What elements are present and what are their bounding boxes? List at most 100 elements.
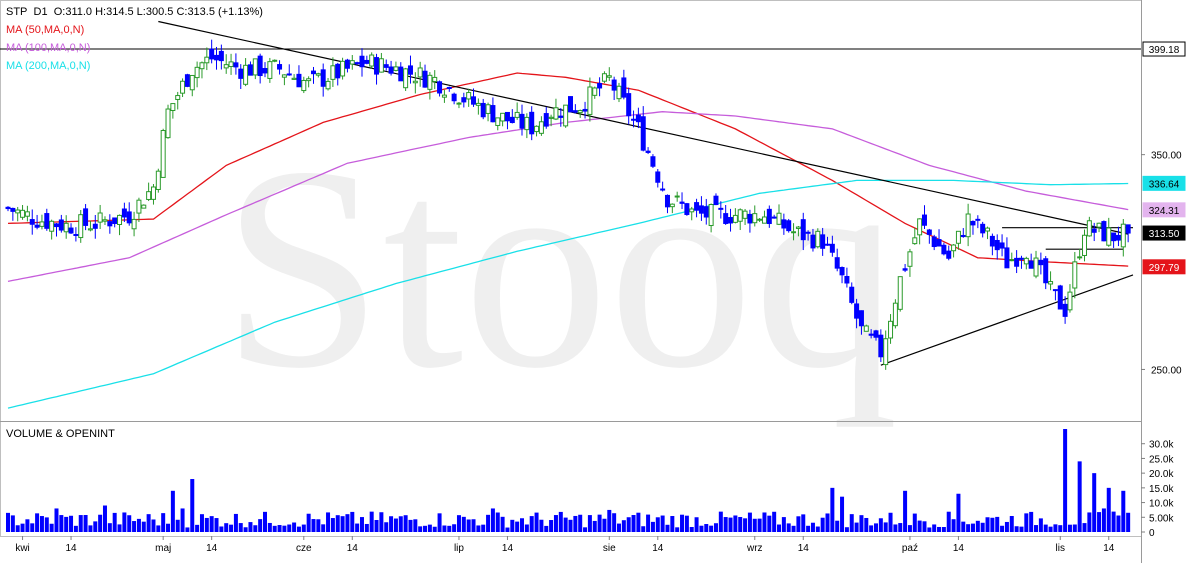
candle-body <box>892 302 898 327</box>
candle-body <box>572 110 578 113</box>
volume-bar <box>665 524 670 532</box>
candle-body <box>863 325 869 332</box>
volume-bar <box>772 511 777 532</box>
volume-bar <box>1121 490 1126 532</box>
volume-bar <box>849 514 854 532</box>
candle-body <box>335 63 341 79</box>
volume-bar <box>990 517 995 532</box>
candle-body <box>907 251 913 267</box>
volume-bar <box>602 518 607 532</box>
volume-bar <box>175 519 180 532</box>
candle-body <box>272 59 278 62</box>
candle-body <box>267 61 273 79</box>
volume-bar <box>102 505 107 532</box>
volume-bar <box>864 517 869 532</box>
time-axis-label: 14 <box>206 543 218 554</box>
volume-bar <box>587 515 592 532</box>
candle-body <box>471 96 477 105</box>
candle-body <box>815 230 821 248</box>
candle-body <box>820 234 826 249</box>
price-marker-label: 313.50 <box>1149 229 1180 240</box>
volume-bar <box>995 516 1000 532</box>
volume-bar <box>456 515 461 532</box>
candle-body <box>635 114 641 123</box>
candle-body <box>504 111 510 122</box>
volume-bar <box>966 524 971 532</box>
candle-body <box>946 250 952 259</box>
candle-body <box>485 104 491 114</box>
candle-body <box>766 208 772 225</box>
candle-body <box>631 118 637 121</box>
candle-body <box>247 64 253 76</box>
volume-bar <box>345 514 350 532</box>
volume-bar <box>403 515 408 532</box>
volume-bar <box>980 522 985 532</box>
volume-bar <box>447 525 452 532</box>
price-marker-box <box>1142 259 1186 275</box>
candle-body <box>829 243 835 253</box>
volume-bar <box>553 515 558 532</box>
time-axis-label: kwi <box>15 543 29 554</box>
volume-bar <box>893 524 898 532</box>
candle-body <box>437 81 443 94</box>
volume-bar <box>912 513 917 532</box>
volume-bar <box>170 490 175 532</box>
volume-bar <box>927 527 932 532</box>
volume-bar <box>127 515 132 532</box>
legend-ma200-label: MA (200,MA,0,N) <box>6 60 91 72</box>
candle-body <box>53 223 59 228</box>
volume-bar <box>166 523 171 532</box>
volume-bar <box>1053 524 1058 532</box>
volume-bar <box>1067 524 1072 532</box>
volume-bar <box>733 515 738 532</box>
time-axis-label: wrz <box>746 543 763 554</box>
volume-bar <box>946 511 951 532</box>
volume-bar <box>335 515 340 532</box>
volume-bar <box>728 517 733 532</box>
volume-bar <box>830 487 835 532</box>
candle-body <box>834 257 840 269</box>
time-axis-label: lis <box>1056 543 1065 554</box>
candle-body <box>15 209 21 214</box>
candle-body <box>281 74 287 78</box>
volume-bar <box>709 525 714 532</box>
volume-bar <box>1063 429 1068 532</box>
time-axis-label: 14 <box>502 543 514 554</box>
candles <box>5 39 1131 370</box>
candle-body <box>121 208 127 218</box>
volume-bar <box>713 523 718 532</box>
volume-bar <box>408 519 413 532</box>
volume-bar <box>1058 525 1063 532</box>
candle-body <box>20 209 26 218</box>
axes: 350.00 250.00 kwi 14 maj 14 cze 14 lip 14 sie 14 wrz… <box>15 151 1182 554</box>
volume-bar <box>631 515 636 532</box>
candle-body <box>170 103 176 111</box>
candle-body <box>456 102 462 105</box>
candle-body <box>1111 232 1117 242</box>
candle-body <box>146 191 152 200</box>
price-marker-box <box>1142 41 1186 57</box>
volume-bar <box>238 523 243 532</box>
volume-bar <box>1106 487 1111 532</box>
volume-bar <box>355 523 360 532</box>
candle-body <box>1125 224 1131 234</box>
price-axis-label: 250.00 <box>1151 365 1182 376</box>
volume-bar <box>1116 515 1121 532</box>
volume-bar <box>374 520 379 532</box>
candle-body <box>407 65 413 75</box>
candle-body <box>936 239 942 247</box>
volume-bar <box>287 524 292 532</box>
volume-bar <box>694 517 699 532</box>
volume-bar <box>69 515 74 532</box>
interval: D1 <box>33 6 48 18</box>
volume-bar <box>486 514 491 532</box>
volume-bar <box>423 525 428 532</box>
volume-bar <box>146 514 151 532</box>
candle-body <box>951 244 957 252</box>
volume-bar <box>292 522 297 532</box>
candle-body <box>703 206 709 218</box>
volume-bar <box>1004 521 1009 532</box>
volume-bar <box>73 525 78 532</box>
candle-body <box>500 112 506 122</box>
candle-body <box>771 216 777 219</box>
